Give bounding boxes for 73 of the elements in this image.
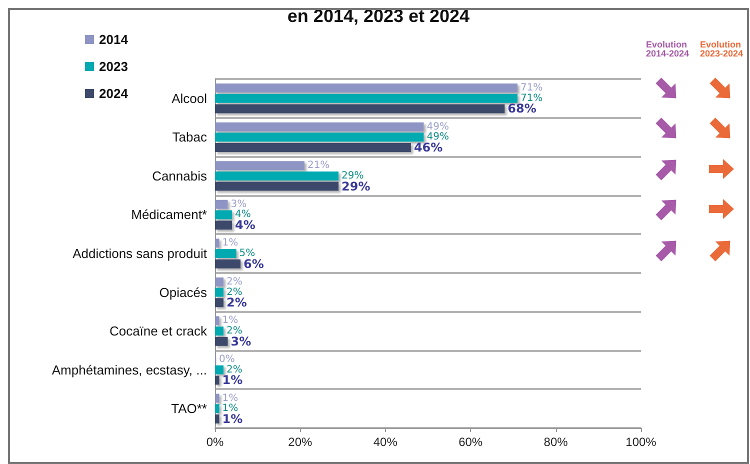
text: Evolution 2014-2024 (646, 40, 690, 58)
bar (215, 259, 241, 268)
y-tick-label: TAO** (171, 401, 207, 416)
bar (215, 376, 220, 385)
data-label: 2% (226, 364, 242, 376)
data-label: 2% (226, 296, 247, 310)
y-tick-label: Addictions sans produit (72, 246, 208, 261)
bar (215, 238, 220, 248)
data-label: 3% (230, 198, 247, 210)
x-tick-label: 100% (626, 435, 657, 449)
data-label: 3% (230, 334, 252, 348)
data-label: 1% (222, 392, 238, 404)
data-label: 1% (222, 315, 238, 326)
bar (215, 161, 304, 170)
data-label: 29% (342, 179, 370, 194)
y-tick-label: Opiacés (159, 284, 208, 300)
data-label: 49% (426, 121, 449, 132)
bar (215, 414, 220, 424)
y-tick-label: Alcool (172, 90, 208, 106)
data-label: 29% (342, 170, 364, 182)
x-tick-label: 60% (458, 435, 483, 449)
bar (215, 288, 224, 297)
data-label: 0% (219, 354, 235, 365)
bar (215, 122, 424, 132)
x-tick-label: 0% (206, 435, 224, 449)
bar (215, 132, 424, 142)
x-tick-label: 80% (544, 435, 568, 449)
bar (215, 277, 224, 286)
y-tick-label: Tabac (172, 130, 208, 145)
data-label: 1% (222, 238, 238, 249)
data-label: 4% (235, 218, 256, 232)
data-label: 4% (235, 209, 251, 220)
bar (215, 394, 220, 403)
bar (215, 171, 339, 180)
y-tick-label: Cannabis (152, 168, 208, 184)
y-tick-label: Médicament* (131, 207, 207, 222)
data-label: 49% (426, 132, 449, 143)
bar (215, 182, 339, 191)
bar (215, 404, 220, 414)
bar (215, 143, 411, 152)
x-tick-label: 20% (288, 435, 313, 449)
bar (215, 249, 236, 258)
bar (215, 326, 224, 336)
bar (215, 210, 232, 220)
bar (215, 94, 518, 103)
data-label: 21% (307, 160, 330, 172)
bar (215, 200, 228, 209)
text: Evolution 2023-2024 (700, 40, 744, 58)
data-label: 2% (226, 286, 242, 298)
data-label: 5% (239, 248, 256, 259)
bar (215, 104, 505, 114)
legend-label: 2014 (99, 32, 129, 47)
data-label: 1% (222, 412, 243, 426)
legend-label: 2024 (99, 86, 129, 101)
data-label: 71% (520, 92, 543, 104)
data-label: 6% (244, 256, 264, 271)
data-label: 1% (222, 403, 238, 414)
bar (215, 365, 224, 374)
y-tick-label: Cocaïne et crack (109, 324, 208, 339)
data-label: 71% (520, 82, 543, 94)
legend-label: 2023 (99, 59, 128, 74)
bar (215, 220, 232, 230)
bar (215, 298, 224, 308)
bar (215, 316, 220, 326)
data-label: 2% (226, 326, 242, 337)
data-label: 68% (508, 102, 536, 116)
bar (215, 336, 228, 346)
bar (215, 84, 518, 93)
x-tick-label: 40% (373, 435, 398, 449)
y-tick-label: Amphétamines, ecstasy, ... (52, 362, 207, 378)
data-label: 46% (414, 140, 443, 155)
data-label: 1% (222, 373, 243, 388)
data-label: 2% (226, 276, 242, 288)
